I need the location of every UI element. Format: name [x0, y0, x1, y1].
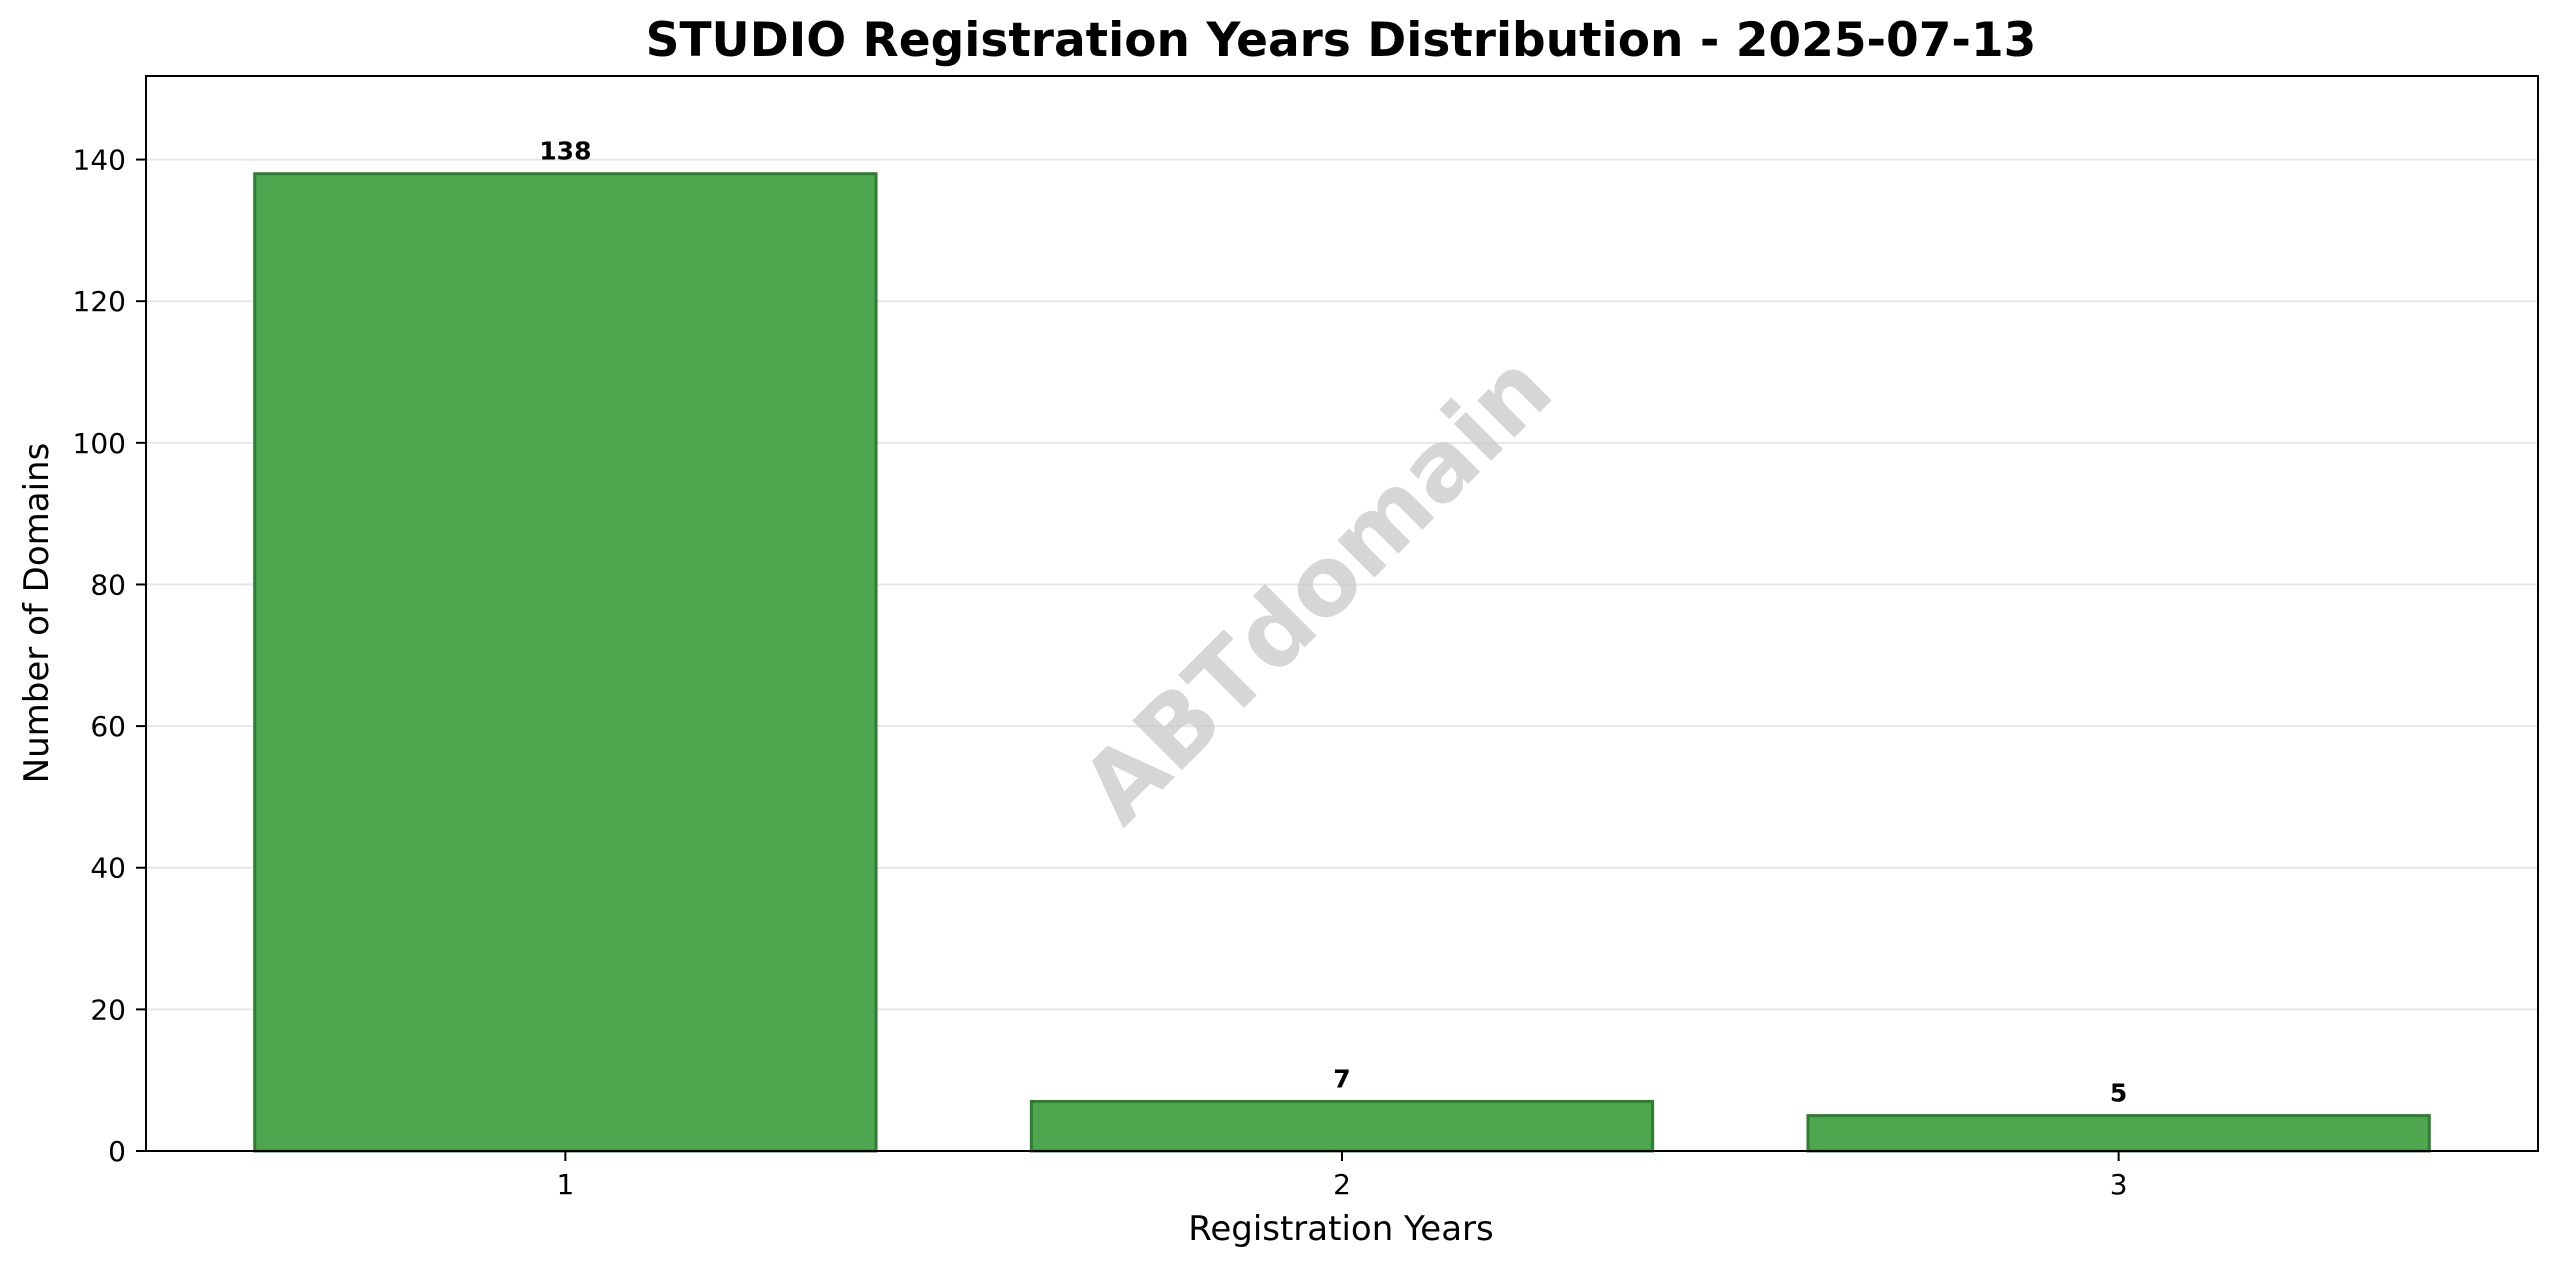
y-axis-ticks: 0 20 40 60 80 100 120 140: [73, 144, 146, 1168]
y-tick-label: 20: [90, 993, 126, 1026]
bar-2: [1029, 1099, 1655, 1153]
bar-3: [1806, 1114, 2431, 1153]
y-tick-label: 0: [108, 1135, 126, 1168]
y-tick-label: 140: [73, 144, 126, 177]
data-label-2: 7: [1333, 1064, 1350, 1093]
x-tick-label: 3: [2110, 1168, 2128, 1201]
y-tick-label: 80: [90, 568, 126, 601]
data-label-1: 138: [539, 137, 591, 166]
bar-1: [253, 172, 878, 1153]
x-axis-title: Registration Years: [1188, 1209, 1494, 1249]
y-tick-label: 100: [73, 427, 126, 460]
chart-title: STUDIO Registration Years Distribution -…: [646, 13, 2037, 68]
data-label-3: 5: [2110, 1079, 2127, 1108]
y-tick-label: 120: [73, 285, 126, 318]
y-axis-title: Number of Domains: [17, 443, 57, 784]
x-axis-ticks: 1 2 3: [556, 1151, 2128, 1201]
y-tick-label: 40: [90, 852, 126, 885]
x-tick-label: 1: [556, 1168, 574, 1201]
y-tick-label: 60: [90, 710, 126, 743]
x-tick-label: 2: [1333, 1168, 1351, 1201]
watermark-logo: ABTdomain: [1060, 332, 1573, 845]
bars: [253, 172, 2431, 1153]
data-labels: 138 7 5: [539, 137, 2127, 1108]
